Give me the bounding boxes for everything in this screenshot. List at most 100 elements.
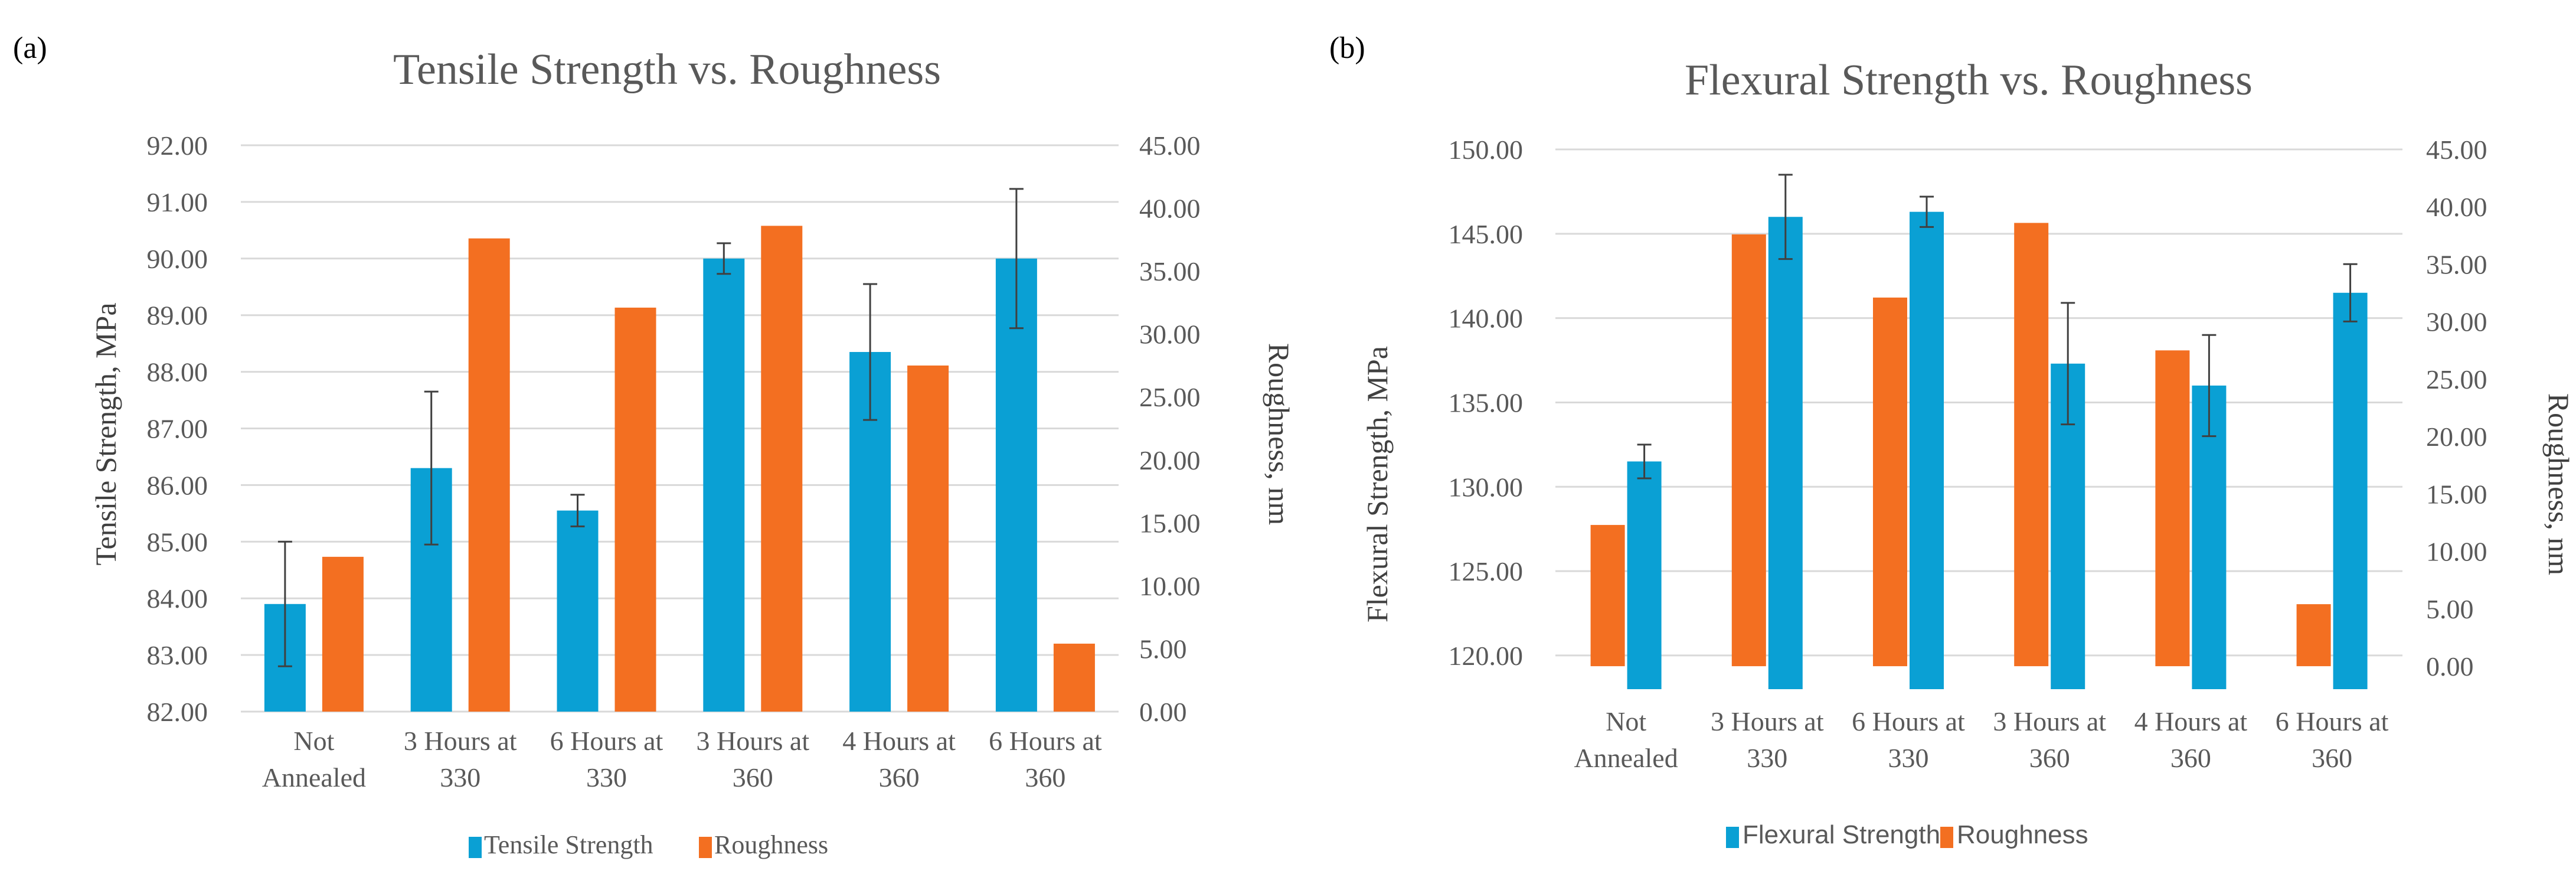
y2-tick-label: 30.00 (1139, 319, 1201, 350)
bar-roughness (2014, 223, 2049, 667)
error-bars-a (277, 188, 1024, 667)
error-bar (863, 283, 878, 421)
y2-tick-label: 5.00 (2426, 594, 2474, 624)
bar-flexural-strength (1627, 461, 1662, 689)
chart-panel-b: (b) Flexural Strength vs. Roughness 120.… (1329, 31, 2575, 849)
category-label: 3 Hours at 330 (404, 726, 517, 793)
category-label: 3 Hours at 330 (1711, 706, 1824, 773)
y-tick-label: 130.00 (1449, 472, 1524, 502)
legend-label: Tensile Strength (484, 830, 653, 859)
error-bar (2202, 334, 2217, 438)
bar-tensile-strength (557, 510, 599, 712)
bar-roughness (907, 365, 949, 712)
y-tick-label: 83.00 (147, 640, 208, 670)
category-label: Not Annealed (262, 726, 366, 793)
legend-swatch (1726, 827, 1739, 848)
bar-roughness (468, 238, 510, 712)
bar-roughness (614, 307, 656, 712)
legend-a: Tensile Strength Roughness (469, 830, 828, 859)
category-label: 4 Hours at 360 (2134, 706, 2248, 773)
bar-roughness (322, 556, 364, 712)
panel-label-a: (a) (13, 31, 47, 65)
y-tick-label: 145.00 (1449, 219, 1524, 249)
y2-axis-ticks-b: 0.00 5.00 10.00 15.00 20.00 25.00 30.00 35.00 40… (2426, 135, 2487, 681)
legend-swatch (469, 837, 482, 858)
y-tick-label: 90.00 (147, 244, 208, 274)
bar-flexural-strength (1768, 217, 1803, 689)
bar-flexural-strength (1910, 211, 1944, 689)
panel-label-b: (b) (1329, 31, 1365, 65)
bars-b (1590, 211, 2368, 689)
y-tick-label: 135.00 (1449, 387, 1524, 418)
error-bar (1778, 174, 1793, 260)
category-label: 6 Hours at 360 (989, 726, 1102, 793)
legend-label: Roughness (714, 830, 828, 859)
y2-tick-label: 15.00 (1139, 508, 1201, 538)
error-bar (277, 540, 292, 667)
bar-tensile-strength (995, 258, 1037, 712)
category-label: 6 Hours at 330 (1852, 706, 1965, 773)
y2-tick-label: 15.00 (2426, 479, 2487, 509)
y2-axis-title-a: Roughness, nm (1263, 343, 1296, 525)
category-label: 3 Hours at 360 (696, 726, 809, 793)
error-bar (2061, 302, 2075, 426)
y-axis-title-a: Tensile Strength, MPa (89, 302, 122, 565)
y2-tick-label: 20.00 (2426, 422, 2487, 452)
y-axis-ticks-b: 120.00 125.00 130.00 135.00 140.00 145.00 150.… (1449, 135, 1524, 671)
legend-b: Flexural Strength Roughness (1726, 820, 2088, 849)
bar-roughness (1873, 297, 1907, 667)
category-label: 4 Hours at 360 (842, 726, 956, 793)
bar-roughness (1053, 643, 1095, 712)
legend-label: Roughness (1957, 820, 2088, 849)
y-tick-label: 82.00 (147, 697, 208, 727)
gridlines-b (1555, 148, 2402, 657)
y-tick-label: 88.00 (147, 357, 208, 387)
y2-tick-label: 20.00 (1139, 445, 1201, 475)
y2-tick-label: 25.00 (1139, 382, 1201, 412)
bar-roughness (2155, 350, 2190, 667)
y-tick-label: 91.00 (147, 187, 208, 217)
error-bar (1920, 195, 1934, 228)
y-tick-label: 85.00 (147, 527, 208, 557)
legend-swatch (699, 837, 712, 858)
y-tick-label: 150.00 (1449, 135, 1524, 165)
chart-title-a: Tensile Strength vs. Roughness (393, 45, 941, 94)
y2-tick-label: 45.00 (1139, 131, 1201, 161)
error-bar (424, 390, 439, 546)
y2-tick-label: 35.00 (1139, 256, 1201, 286)
y2-tick-label: 5.00 (1139, 634, 1187, 664)
y2-tick-label: 40.00 (1139, 194, 1201, 224)
error-bar (2343, 263, 2358, 322)
bar-roughness (1590, 524, 1625, 667)
category-label: 6 Hours at 360 (2276, 706, 2389, 773)
bar-roughness (2296, 604, 2331, 667)
category-labels-b: Not Annealed 3 Hours at 330 6 Hours at 330 3 H… (1574, 706, 2388, 773)
error-bar (1637, 443, 1652, 480)
y-tick-label: 84.00 (147, 583, 208, 614)
error-bar (717, 242, 731, 275)
y-axis-ticks-a: 82.00 83.00 84.00 85.00 86.00 87.00 88.00 89.00… (147, 131, 208, 727)
y-tick-label: 120.00 (1449, 641, 1524, 671)
y-tick-label: 87.00 (147, 414, 208, 444)
y2-tick-label: 45.00 (2426, 135, 2487, 165)
bar-roughness (761, 226, 803, 712)
chart-title-b: Flexural Strength vs. Roughness (1685, 56, 2253, 105)
bar-tensile-strength (703, 258, 745, 712)
y2-tick-label: 35.00 (2426, 249, 2487, 279)
y2-tick-label: 0.00 (1139, 697, 1187, 727)
error-bar (1009, 188, 1024, 330)
gridlines-a (241, 144, 1119, 713)
y2-tick-label: 40.00 (2426, 192, 2487, 222)
y-tick-label: 89.00 (147, 301, 208, 331)
y2-axis-title-b: Roughness, nm (2542, 393, 2575, 575)
y2-tick-label: 30.00 (2426, 307, 2487, 337)
error-bars-b (1637, 174, 2358, 480)
bar-roughness (1731, 234, 1766, 667)
legend-label: Flexural Strength (1743, 820, 1940, 849)
y2-axis-ticks-a: 0.00 5.00 10.00 15.00 20.00 25.00 30.00 35.00 40… (1139, 131, 1201, 727)
y-tick-label: 86.00 (147, 470, 208, 500)
y-tick-label: 92.00 (147, 131, 208, 161)
error-bar (570, 494, 585, 527)
category-label: 6 Hours at 330 (550, 726, 663, 793)
